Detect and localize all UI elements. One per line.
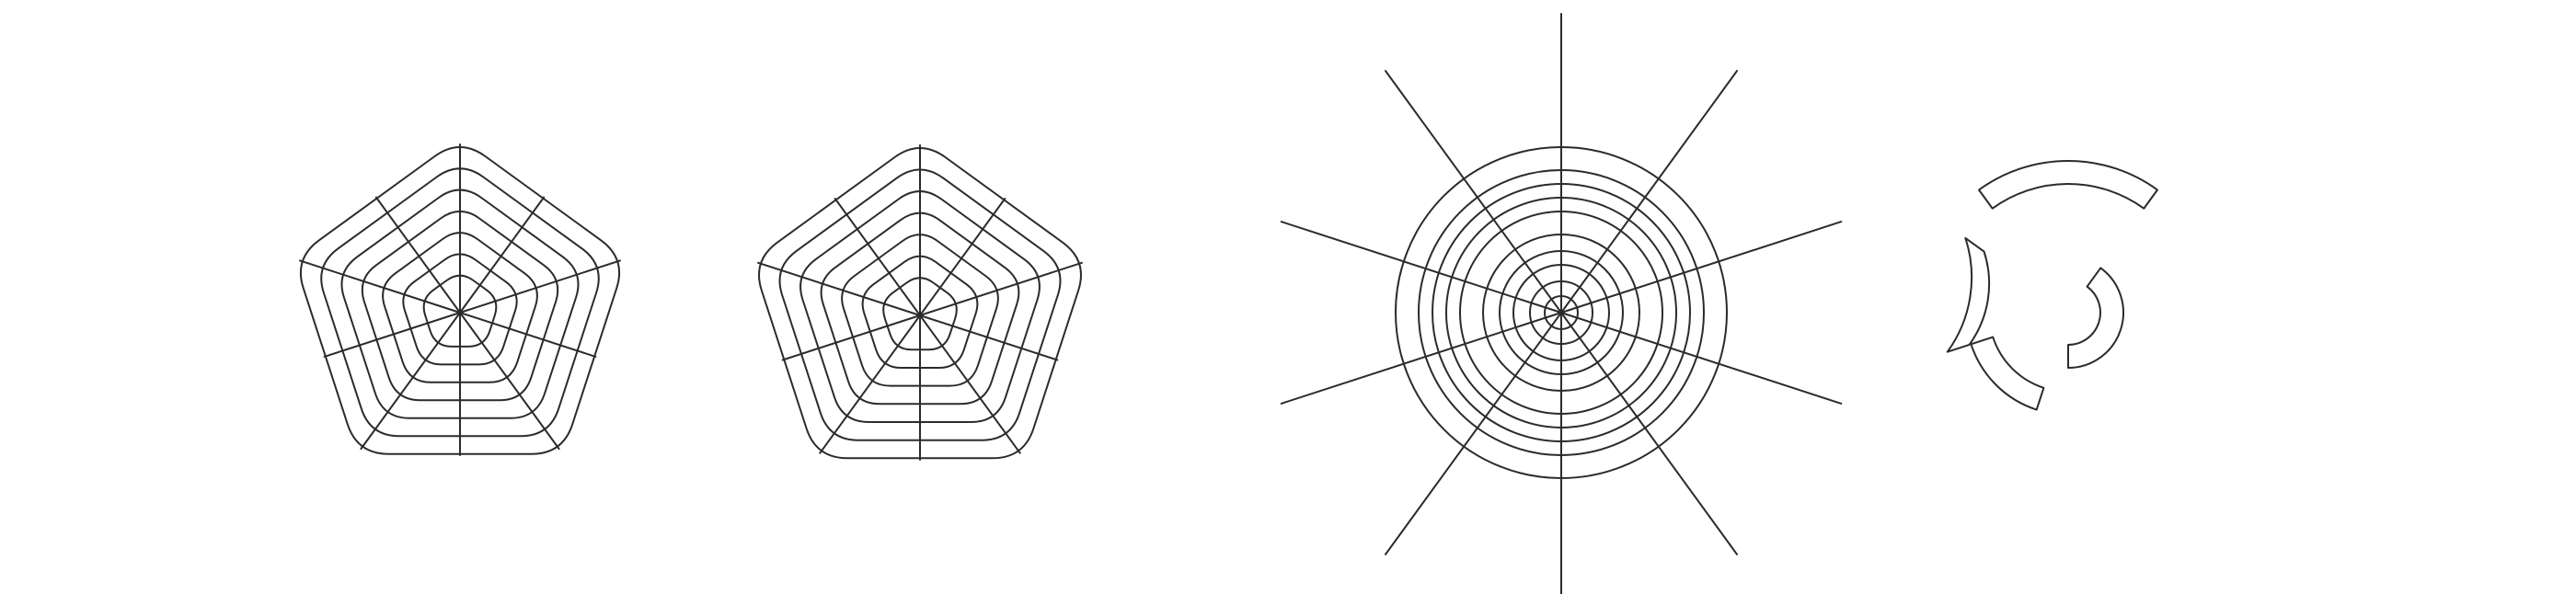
grid-ring [361,210,559,402]
grid-spoke [1280,312,1562,405]
grid-spoke [459,312,597,358]
arc-segment-bottom-left [1970,336,2045,411]
grid-spoke [1560,221,1843,314]
grid-spoke [299,259,461,314]
circular-radar-grid [1280,13,1843,594]
grid-spoke [919,261,1083,316]
grid-ring [882,277,958,351]
grid-spoke [1560,312,1738,555]
grid-spoke [919,198,1006,316]
grid-ring [422,274,498,348]
grid-spoke [1385,312,1562,555]
pentagon-radar-grid-a [299,143,621,456]
grid-spoke [1560,70,1738,314]
grid-spoke [459,259,621,314]
grid-spoke [459,196,546,314]
grid-spoke [1560,312,1843,405]
arc-segment-left [1946,236,1991,353]
grid-spoke [781,314,921,361]
grid-spoke [919,314,1021,454]
grid-ring [340,188,580,419]
grid-spoke [323,312,461,358]
grid-spoke [757,261,921,316]
pentagon-radar-grid-b [757,144,1083,461]
grid-ring [861,255,979,369]
grid-ring [758,147,1082,460]
arc-segment-top [1978,160,2158,210]
grid-spoke [1385,70,1562,314]
grid-spoke [459,312,560,451]
grid-ring [799,190,1041,423]
grid-spoke [360,312,461,451]
grid-ring [841,234,999,387]
segmented-ring-icon [1946,160,2158,411]
arc-segment-inner-right [2067,267,2125,369]
grid-ring [382,232,538,383]
grid-ring [402,253,518,366]
grid-ring [320,167,600,438]
grid-ring [778,168,1062,441]
grid-ring [820,211,1020,406]
grid-ring [299,146,621,455]
grid-spoke [919,314,1059,361]
grid-spoke [374,196,461,314]
grid-spoke [834,198,921,316]
grid-spoke [819,314,921,454]
grid-spoke [1280,221,1562,314]
